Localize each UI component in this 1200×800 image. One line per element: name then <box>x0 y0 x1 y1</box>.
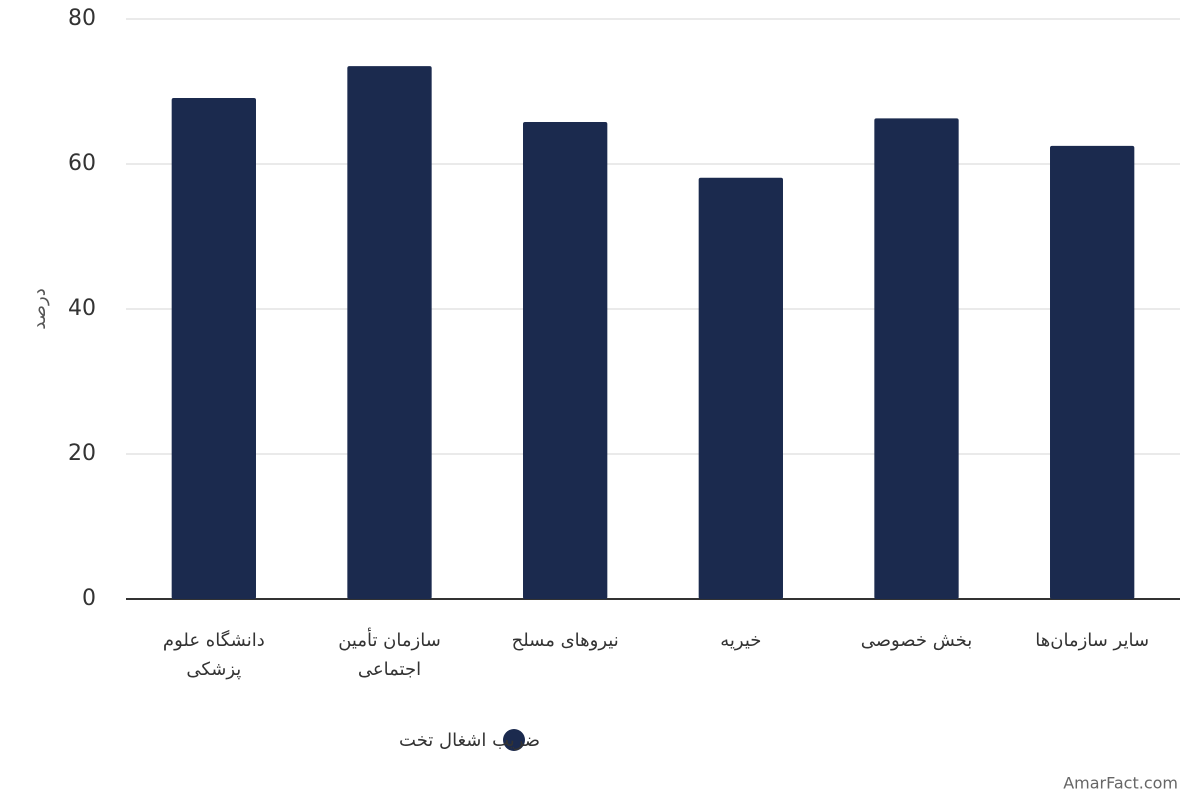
x-tick-label: دانشگاه علوم پزشکی <box>162 630 265 680</box>
watermark: AmarFact.com <box>1063 774 1178 793</box>
y-tick-label: 0 <box>82 586 96 611</box>
bar <box>347 66 432 599</box>
x-tick-label: نیروهای مسلح <box>511 630 619 651</box>
x-tick-label: سازمان تأمین اجتماعی <box>338 630 441 680</box>
y-tick-label: 80 <box>68 6 96 31</box>
bar <box>171 98 256 600</box>
bar <box>874 118 959 599</box>
bar <box>523 121 608 599</box>
x-tick-label: بخش خصوصی <box>860 630 973 651</box>
x-tick-label: خیریه <box>720 630 762 651</box>
bar <box>698 177 783 599</box>
x-tick-label: سایر سازمان‌ها <box>1035 630 1150 651</box>
legend-marker <box>503 729 525 751</box>
y-axis-label: درصد <box>29 288 50 329</box>
bar <box>1050 145 1135 599</box>
y-tick-label: 40 <box>68 296 96 321</box>
legend-label: ضریب اشغال تخت <box>399 730 540 751</box>
y-tick-label: 60 <box>68 151 96 176</box>
y-tick-label: 20 <box>68 441 96 466</box>
